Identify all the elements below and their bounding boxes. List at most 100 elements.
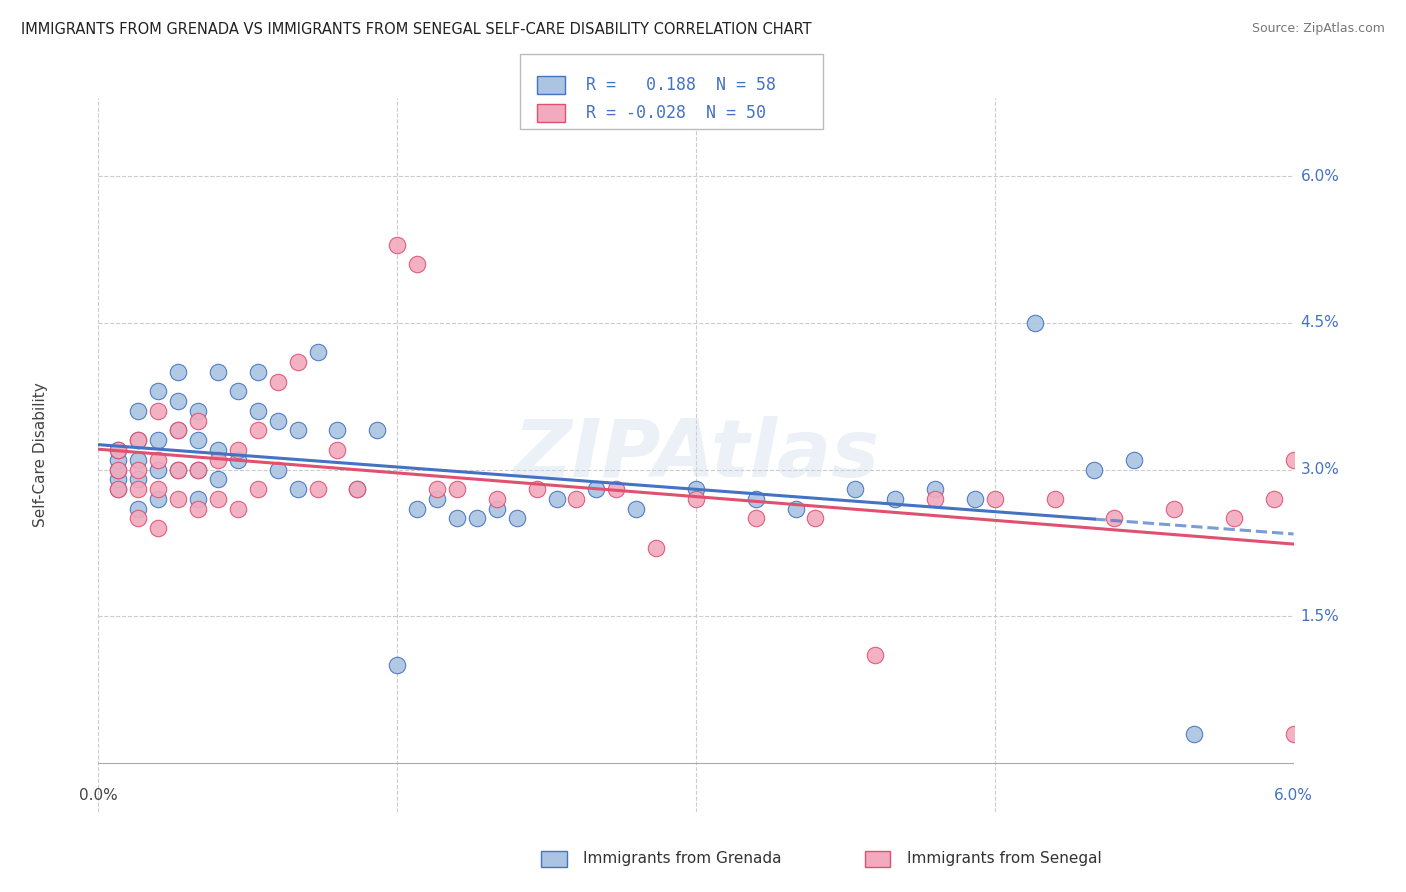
Point: [1083, 462, 1105, 476]
Point: [863, 648, 886, 663]
Point: [127, 511, 149, 525]
Point: [804, 511, 827, 525]
Point: [1223, 511, 1246, 525]
Point: [148, 452, 170, 467]
Point: [267, 462, 290, 476]
Point: [226, 384, 249, 399]
Point: [1043, 491, 1066, 506]
Point: [1282, 452, 1305, 467]
Point: [745, 511, 768, 525]
Point: [1123, 452, 1146, 467]
Point: [226, 452, 249, 467]
Point: [148, 384, 170, 399]
Point: [366, 424, 388, 438]
Point: [107, 472, 129, 486]
Point: [963, 491, 986, 506]
Point: [1102, 511, 1125, 525]
Text: R =   0.188  N = 58: R = 0.188 N = 58: [586, 76, 776, 94]
Point: [207, 472, 229, 486]
Point: [127, 482, 149, 496]
Point: [148, 482, 170, 496]
Point: [446, 482, 468, 496]
Point: [565, 491, 588, 506]
Text: 4.5%: 4.5%: [1301, 316, 1339, 330]
Point: [426, 482, 449, 496]
Point: [207, 491, 229, 506]
Point: [148, 521, 170, 535]
Point: [246, 365, 269, 379]
Point: [148, 404, 170, 418]
Text: 1.5%: 1.5%: [1301, 608, 1339, 624]
Point: [107, 452, 129, 467]
Point: [187, 414, 209, 428]
Text: Immigrants from Grenada: Immigrants from Grenada: [583, 851, 782, 865]
Text: 6.0%: 6.0%: [1301, 169, 1340, 184]
Point: [506, 511, 529, 525]
Point: [167, 394, 190, 409]
Point: [187, 462, 209, 476]
Point: [246, 404, 269, 418]
Point: [167, 424, 190, 438]
Point: [884, 491, 907, 506]
Point: [546, 491, 568, 506]
Point: [127, 501, 149, 516]
Point: [1163, 501, 1185, 516]
Point: [385, 658, 409, 673]
Text: 0.0%: 0.0%: [79, 788, 118, 803]
Point: [346, 482, 368, 496]
Point: [187, 491, 209, 506]
Point: [1182, 726, 1205, 740]
Point: [207, 452, 229, 467]
Text: Immigrants from Senegal: Immigrants from Senegal: [907, 851, 1102, 865]
Point: [127, 434, 149, 448]
Point: [287, 424, 309, 438]
Text: Source: ZipAtlas.com: Source: ZipAtlas.com: [1251, 22, 1385, 36]
Point: [246, 482, 269, 496]
Point: [465, 511, 488, 525]
Point: [385, 237, 409, 252]
Point: [745, 491, 768, 506]
Point: [1282, 726, 1305, 740]
Point: [924, 491, 946, 506]
Point: [127, 462, 149, 476]
Point: [167, 462, 190, 476]
Point: [844, 482, 866, 496]
Point: [326, 443, 349, 458]
Point: [167, 491, 190, 506]
Point: [287, 355, 309, 369]
Point: [406, 501, 429, 516]
Point: [307, 345, 329, 359]
Point: [207, 365, 229, 379]
Text: 6.0%: 6.0%: [1274, 788, 1313, 803]
Point: [127, 404, 149, 418]
Point: [326, 424, 349, 438]
Point: [107, 482, 129, 496]
Point: [685, 482, 707, 496]
Point: [446, 511, 468, 525]
Text: R = -0.028  N = 50: R = -0.028 N = 50: [586, 104, 766, 122]
Point: [127, 434, 149, 448]
Point: [287, 482, 309, 496]
Point: [167, 424, 190, 438]
Point: [226, 501, 249, 516]
Point: [107, 462, 129, 476]
Point: [526, 482, 548, 496]
Point: [785, 501, 807, 516]
Point: [685, 491, 707, 506]
Point: [207, 443, 229, 458]
Point: [1024, 316, 1046, 330]
Point: [246, 424, 269, 438]
Point: [167, 365, 190, 379]
Point: [107, 482, 129, 496]
Point: [645, 541, 668, 555]
Point: [107, 462, 129, 476]
Point: [267, 375, 290, 389]
Text: 3.0%: 3.0%: [1301, 462, 1340, 477]
Point: [983, 491, 1005, 506]
Point: [167, 462, 190, 476]
Point: [924, 482, 946, 496]
Point: [107, 443, 129, 458]
Point: [624, 501, 647, 516]
Point: [148, 491, 170, 506]
Point: [187, 404, 209, 418]
